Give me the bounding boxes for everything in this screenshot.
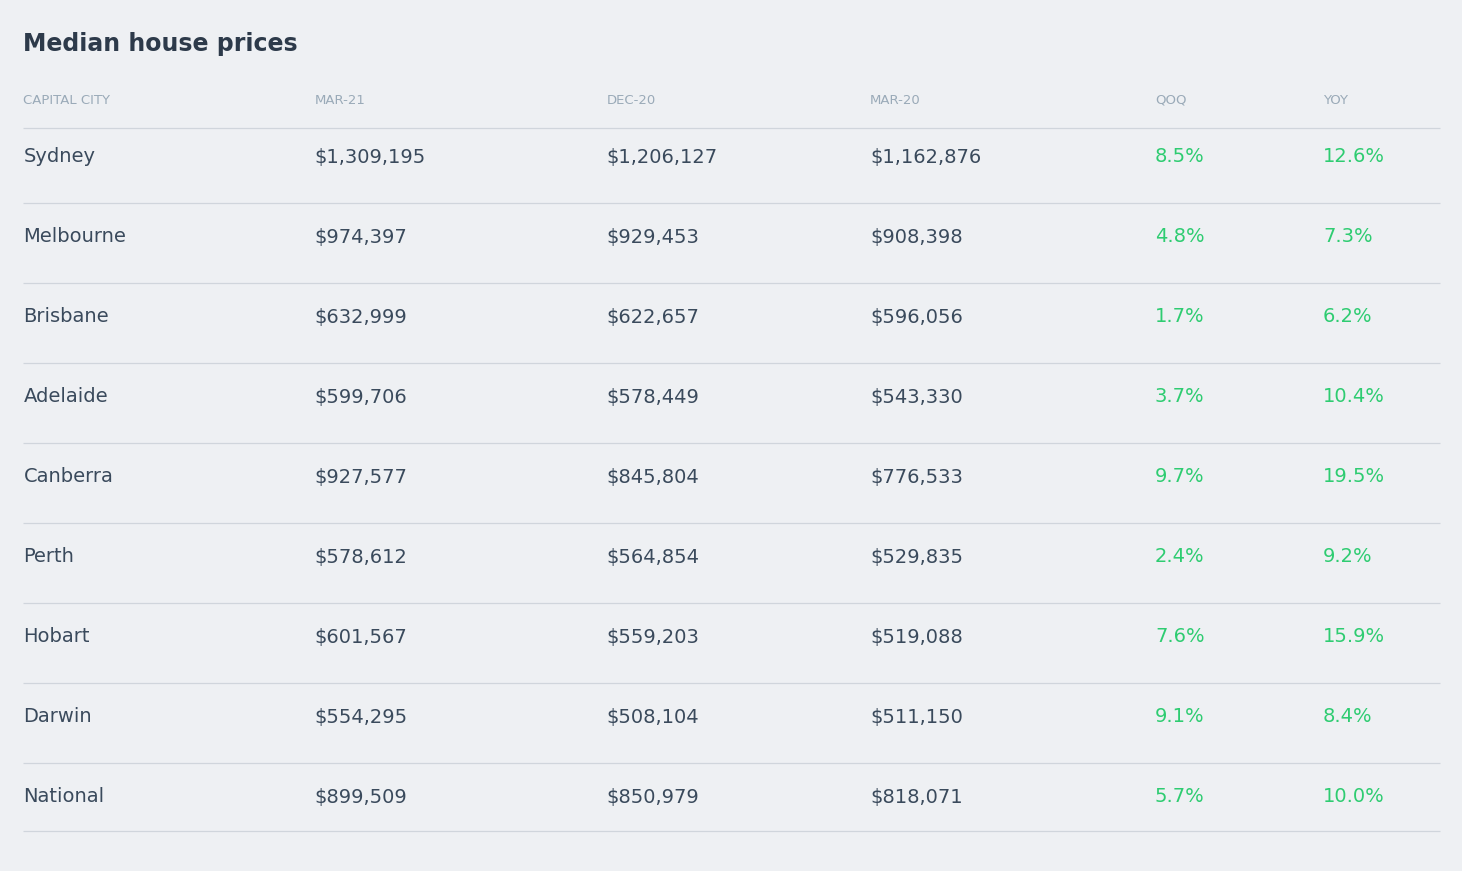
Text: 8.5%: 8.5% <box>1155 147 1205 166</box>
Text: $974,397: $974,397 <box>314 227 406 246</box>
Text: $554,295: $554,295 <box>314 707 408 726</box>
Text: QOQ: QOQ <box>1155 93 1187 106</box>
Text: 19.5%: 19.5% <box>1323 468 1385 487</box>
Text: $908,398: $908,398 <box>870 227 962 246</box>
Text: 10.0%: 10.0% <box>1323 787 1385 807</box>
Text: 9.2%: 9.2% <box>1323 548 1373 566</box>
Text: Perth: Perth <box>23 548 75 566</box>
Text: Sydney: Sydney <box>23 147 95 166</box>
Text: 7.6%: 7.6% <box>1155 627 1205 646</box>
Text: $599,706: $599,706 <box>314 388 406 407</box>
Text: DEC-20: DEC-20 <box>607 93 656 106</box>
Text: 5.7%: 5.7% <box>1155 787 1205 807</box>
Text: $622,657: $622,657 <box>607 307 700 327</box>
Text: Hobart: Hobart <box>23 627 89 646</box>
Text: $1,206,127: $1,206,127 <box>607 147 718 166</box>
Text: $578,612: $578,612 <box>314 548 408 566</box>
Text: YOY: YOY <box>1323 93 1348 106</box>
Text: $632,999: $632,999 <box>314 307 406 327</box>
Text: $543,330: $543,330 <box>870 388 962 407</box>
Text: $559,203: $559,203 <box>607 627 700 646</box>
Text: 8.4%: 8.4% <box>1323 707 1373 726</box>
Text: $601,567: $601,567 <box>314 627 406 646</box>
Text: Canberra: Canberra <box>23 468 113 487</box>
Text: Melbourne: Melbourne <box>23 227 126 246</box>
Text: 12.6%: 12.6% <box>1323 147 1385 166</box>
Text: Median house prices: Median house prices <box>23 32 298 56</box>
Text: 6.2%: 6.2% <box>1323 307 1373 327</box>
Text: $927,577: $927,577 <box>314 468 408 487</box>
Text: 10.4%: 10.4% <box>1323 388 1385 407</box>
Text: $578,449: $578,449 <box>607 388 700 407</box>
Text: $596,056: $596,056 <box>870 307 963 327</box>
Text: CAPITAL CITY: CAPITAL CITY <box>23 93 111 106</box>
Text: 9.7%: 9.7% <box>1155 468 1205 487</box>
Text: Adelaide: Adelaide <box>23 388 108 407</box>
Text: $899,509: $899,509 <box>314 787 406 807</box>
Text: $818,071: $818,071 <box>870 787 962 807</box>
Text: $564,854: $564,854 <box>607 548 700 566</box>
Text: 7.3%: 7.3% <box>1323 227 1373 246</box>
Text: $776,533: $776,533 <box>870 468 963 487</box>
Text: Brisbane: Brisbane <box>23 307 110 327</box>
Text: 9.1%: 9.1% <box>1155 707 1205 726</box>
Text: $845,804: $845,804 <box>607 468 699 487</box>
Text: 2.4%: 2.4% <box>1155 548 1205 566</box>
Text: $1,162,876: $1,162,876 <box>870 147 981 166</box>
Text: Darwin: Darwin <box>23 707 92 726</box>
Text: $529,835: $529,835 <box>870 548 963 566</box>
Text: 3.7%: 3.7% <box>1155 388 1205 407</box>
Text: $519,088: $519,088 <box>870 627 962 646</box>
Text: $508,104: $508,104 <box>607 707 699 726</box>
Text: 1.7%: 1.7% <box>1155 307 1205 327</box>
Text: $511,150: $511,150 <box>870 707 963 726</box>
Text: MAR-21: MAR-21 <box>314 93 366 106</box>
Text: 15.9%: 15.9% <box>1323 627 1385 646</box>
Text: 4.8%: 4.8% <box>1155 227 1205 246</box>
Text: $929,453: $929,453 <box>607 227 700 246</box>
Text: $850,979: $850,979 <box>607 787 699 807</box>
Text: $1,309,195: $1,309,195 <box>314 147 425 166</box>
Text: MAR-20: MAR-20 <box>870 93 921 106</box>
Text: National: National <box>23 787 104 807</box>
